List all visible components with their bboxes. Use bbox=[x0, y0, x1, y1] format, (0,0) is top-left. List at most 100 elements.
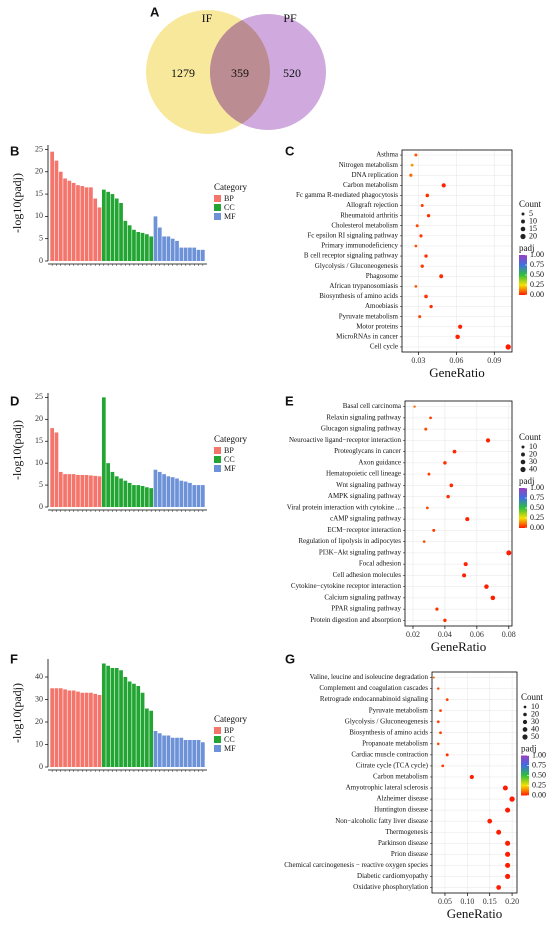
dot bbox=[445, 698, 449, 702]
legend-dot bbox=[521, 445, 525, 449]
bar bbox=[54, 688, 59, 767]
category-label: Retrograde endocannabinoid signaling bbox=[320, 695, 429, 703]
y-tick-label: 25 bbox=[35, 144, 43, 153]
bar bbox=[170, 477, 175, 507]
bar bbox=[71, 690, 76, 767]
legend-label: 20 bbox=[529, 449, 537, 458]
panel-label: G bbox=[285, 651, 295, 666]
y-tick-label: 15 bbox=[35, 189, 43, 198]
legend-label: 40 bbox=[529, 464, 537, 473]
legend-label: MF bbox=[224, 212, 236, 221]
legend-dot bbox=[521, 219, 525, 224]
panel-label: E bbox=[285, 393, 294, 408]
dot bbox=[446, 494, 450, 499]
category-label: Biosynthesis of amino acids bbox=[349, 728, 428, 736]
bar bbox=[192, 485, 197, 507]
dot bbox=[426, 213, 431, 218]
legend-label: 30 bbox=[529, 457, 537, 466]
legend-label: BP bbox=[224, 726, 234, 735]
dot bbox=[414, 153, 418, 157]
category-label: Phagosome bbox=[366, 272, 398, 280]
bar bbox=[183, 740, 188, 767]
dot bbox=[485, 438, 491, 443]
bar bbox=[162, 236, 166, 261]
legend-dot bbox=[520, 233, 526, 240]
colorbar-label: 0.00 bbox=[532, 790, 546, 799]
dot bbox=[505, 851, 511, 857]
colorbar-label: 0.50 bbox=[532, 770, 546, 779]
bar bbox=[76, 474, 80, 507]
venn-count: 520 bbox=[283, 66, 301, 80]
x-tick-label: 0.06 bbox=[449, 356, 463, 365]
bar bbox=[200, 485, 205, 507]
set-label: IF bbox=[202, 11, 213, 25]
bar bbox=[71, 182, 76, 261]
bar bbox=[106, 191, 110, 261]
legend-label: MF bbox=[224, 464, 236, 473]
category-label: Huntington disease bbox=[374, 806, 428, 814]
legend-title: Count bbox=[519, 432, 542, 442]
dot bbox=[427, 472, 431, 476]
category-label: Alzheimer disease bbox=[376, 795, 428, 803]
y-tick-label: 40 bbox=[35, 672, 43, 681]
legend-swatch bbox=[214, 736, 221, 743]
plot-frame bbox=[404, 400, 513, 627]
dot bbox=[506, 550, 512, 556]
dot bbox=[505, 344, 511, 350]
dot bbox=[505, 862, 511, 868]
dot bbox=[469, 774, 474, 780]
bar bbox=[114, 198, 119, 261]
dot bbox=[432, 528, 436, 532]
bar bbox=[136, 686, 141, 767]
bar bbox=[63, 689, 67, 767]
bar bbox=[58, 171, 63, 261]
panel-label: D bbox=[10, 393, 19, 408]
x-tick-label: 0.08 bbox=[502, 630, 516, 639]
dot bbox=[496, 885, 502, 890]
legend-dot bbox=[520, 459, 526, 465]
x-tick-label: 0.03 bbox=[411, 356, 425, 365]
bar bbox=[114, 476, 119, 507]
legend-swatch bbox=[214, 727, 221, 734]
bar bbox=[58, 688, 63, 767]
y-tick-label: 10 bbox=[35, 211, 43, 220]
dot bbox=[443, 461, 447, 465]
legend-dot bbox=[522, 719, 528, 725]
bar bbox=[89, 692, 93, 767]
y-tick-label: 10 bbox=[35, 458, 43, 467]
category-label: Focal adhesion bbox=[359, 560, 402, 568]
legend-label: CC bbox=[224, 455, 235, 464]
bar bbox=[179, 480, 184, 507]
legend-swatch bbox=[214, 745, 221, 752]
y-tick-label: 30 bbox=[35, 694, 43, 703]
bar bbox=[93, 475, 98, 507]
legend-title: Category bbox=[214, 434, 247, 444]
y-tick-label: 20 bbox=[35, 414, 43, 423]
colorbar-label: 0.75 bbox=[532, 760, 546, 769]
category-label: Fc epsilon RI signaling pathway bbox=[307, 231, 398, 239]
category-label: Cholesterol metabolism bbox=[331, 221, 398, 229]
category-label: Cardiac muscle contraction bbox=[351, 750, 428, 758]
bar bbox=[132, 229, 136, 261]
bar bbox=[196, 740, 201, 767]
category-label: MicroRNAs in cancer bbox=[336, 332, 398, 340]
category-label: Oxidative phosphorylation bbox=[353, 883, 428, 891]
x-tick-label: 0.05 bbox=[438, 897, 452, 906]
bar bbox=[145, 487, 149, 507]
dot bbox=[435, 607, 439, 611]
dot bbox=[445, 753, 449, 757]
panel-label: A bbox=[150, 4, 160, 19]
legend-title: Count bbox=[519, 199, 542, 209]
category-label: Complement and coagulation cascades bbox=[319, 684, 428, 692]
legend-dot bbox=[522, 734, 528, 740]
legend-label: 50 bbox=[531, 732, 539, 741]
legend-label: 20 bbox=[529, 231, 537, 240]
dot bbox=[432, 676, 435, 679]
colorbar-label: 0.75 bbox=[530, 493, 544, 502]
category-label: B cell receptor signaling pathway bbox=[304, 252, 399, 260]
dot bbox=[463, 562, 468, 567]
x-tick-label: 0.10 bbox=[460, 897, 474, 906]
dot bbox=[505, 807, 511, 813]
bar bbox=[106, 665, 110, 767]
category-label: Biosynthesis of amino acids bbox=[319, 292, 398, 300]
